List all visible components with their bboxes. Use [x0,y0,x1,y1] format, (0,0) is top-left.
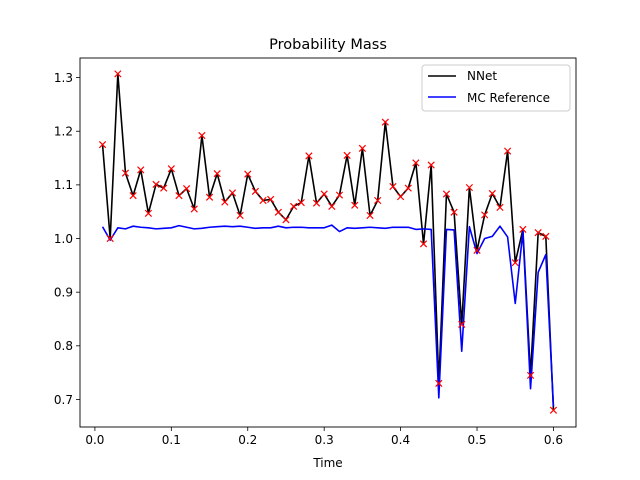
series-line-nnet [101,73,555,411]
data-point-marker [450,208,458,216]
data-point-marker [175,191,183,200]
y-tick-label: 0.8 [54,339,73,353]
data-point-marker [389,182,397,191]
data-point-marker [137,166,145,174]
y-tick-label: 1.2 [54,125,73,139]
data-point-marker [106,234,114,243]
data-point-marker [182,185,191,193]
data-point-marker [320,190,328,198]
data-point-marker [289,202,298,210]
data-point-marker [427,161,435,169]
data-point-marker [542,232,550,241]
y-tick-label: 1.1 [54,178,73,192]
data-point-marker [351,201,359,209]
data-point-marker [121,169,130,177]
data-point-marker [481,211,489,219]
data-point-marker [328,202,336,210]
data-point-marker [465,183,474,192]
data-point-marker [366,211,374,220]
y-axis: 0.7 0.8 0.9 1.0 1.1 1.2 1.3 [54,71,80,407]
x-tick-label: 0.5 [467,433,486,447]
data-point-marker [442,190,451,198]
x-tick-label: 0.4 [391,433,410,447]
data-point-marker [259,196,267,205]
data-point-marker [496,203,504,212]
data-point-marker [274,208,282,216]
axes-frame [79,57,577,428]
y-tick-label: 1.0 [54,232,73,246]
y-tick-label: 0.9 [54,285,73,299]
x-tick-label: 0.2 [238,433,257,447]
data-point-marker [312,199,321,207]
data-point-marker [404,184,412,192]
data-point-marker [98,141,107,149]
data-point-marker [343,151,351,159]
data-point-marker [519,225,527,234]
legend-box [421,64,571,112]
data-point-marker [198,131,206,140]
nnet-markers [98,70,558,414]
y-tick-label: 1.3 [54,71,73,85]
data-point-marker [297,198,305,207]
data-point-marker [412,159,420,167]
data-point-marker [205,193,214,201]
data-point-marker [511,259,519,267]
x-tick-label: 0.3 [315,433,334,447]
data-point-marker [358,144,367,153]
data-point-marker [488,189,496,198]
x-axis-label: Time [312,456,342,470]
x-axis: 0.0 0.1 0.2 0.3 0.4 0.5 0.6 [85,427,563,447]
legend-label-mc-reference: MC Reference [467,91,550,105]
data-point-marker [374,196,382,205]
data-point-marker [167,165,175,173]
data-point-marker [228,189,237,197]
x-tick-label: 0.6 [544,433,563,447]
data-point-marker [160,184,168,192]
data-point-marker [213,169,221,178]
x-tick-label: 0.1 [162,433,181,447]
data-point-marker [190,205,198,213]
legend: NNet MC Reference [421,64,571,112]
data-point-marker [458,320,466,328]
data-point-marker [526,371,535,379]
legend-label-nnet: NNet [467,69,497,83]
data-point-marker [335,191,344,199]
y-tick-label: 0.7 [54,393,73,407]
data-point-marker [267,195,275,203]
data-point-marker [419,240,428,248]
data-point-marker [435,379,443,388]
x-tick-label: 0.0 [85,433,104,447]
data-point-marker [221,198,229,206]
plot-area [98,70,558,414]
data-point-marker [534,229,542,237]
data-point-marker [152,180,160,188]
data-point-marker [381,118,389,126]
data-point-marker [396,193,405,201]
data-point-marker [114,70,122,78]
data-point-marker [549,406,558,414]
data-point-marker [244,170,252,178]
data-point-marker [305,152,313,160]
data-point-marker [144,209,153,217]
data-point-marker [282,216,290,224]
chart-title: Probability Mass [269,37,387,53]
data-point-marker [129,191,137,200]
axes-background [80,58,576,427]
data-point-marker [503,147,512,155]
data-point-marker [473,246,481,254]
data-point-marker [251,187,260,195]
data-point-marker [236,211,244,220]
